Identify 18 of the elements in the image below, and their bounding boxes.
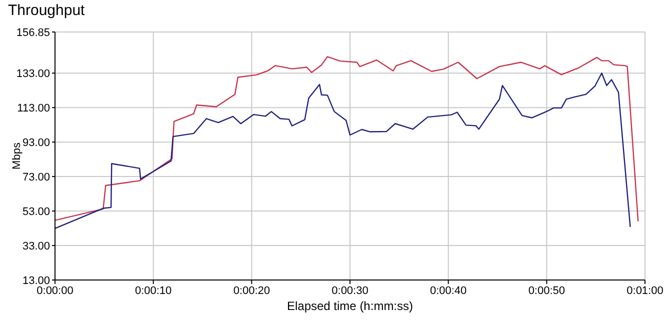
y-tick-label: 133.00 [16, 68, 50, 80]
y-axis-title: Mbps [10, 142, 23, 170]
y-tick-label: 53.00 [22, 206, 50, 218]
x-tick-label: 0:00:00 [36, 284, 74, 297]
x-tick-label: 0:00:30 [332, 284, 368, 297]
y-tick-label: 93.00 [22, 136, 50, 149]
y-tick-label: 13.00 [22, 274, 50, 287]
y-tick-label: 33.00 [22, 240, 50, 252]
x-axis-title: Elapsed time (h:mm:ss) [286, 299, 414, 313]
x-tick-label: 0:00:10 [134, 284, 172, 297]
x-tick-label: 0:00:50 [528, 284, 566, 297]
y-tick-label: 156.85 [16, 26, 50, 39]
chart-title: Throughput [8, 2, 85, 19]
x-tick-label: 0:00:40 [430, 284, 467, 297]
y-tick-label: 113.00 [17, 102, 50, 115]
x-tick-label: 0:01:00 [626, 284, 664, 297]
x-tick-label: 0:00:20 [233, 284, 270, 297]
y-tick-label: 73.00 [22, 171, 50, 184]
